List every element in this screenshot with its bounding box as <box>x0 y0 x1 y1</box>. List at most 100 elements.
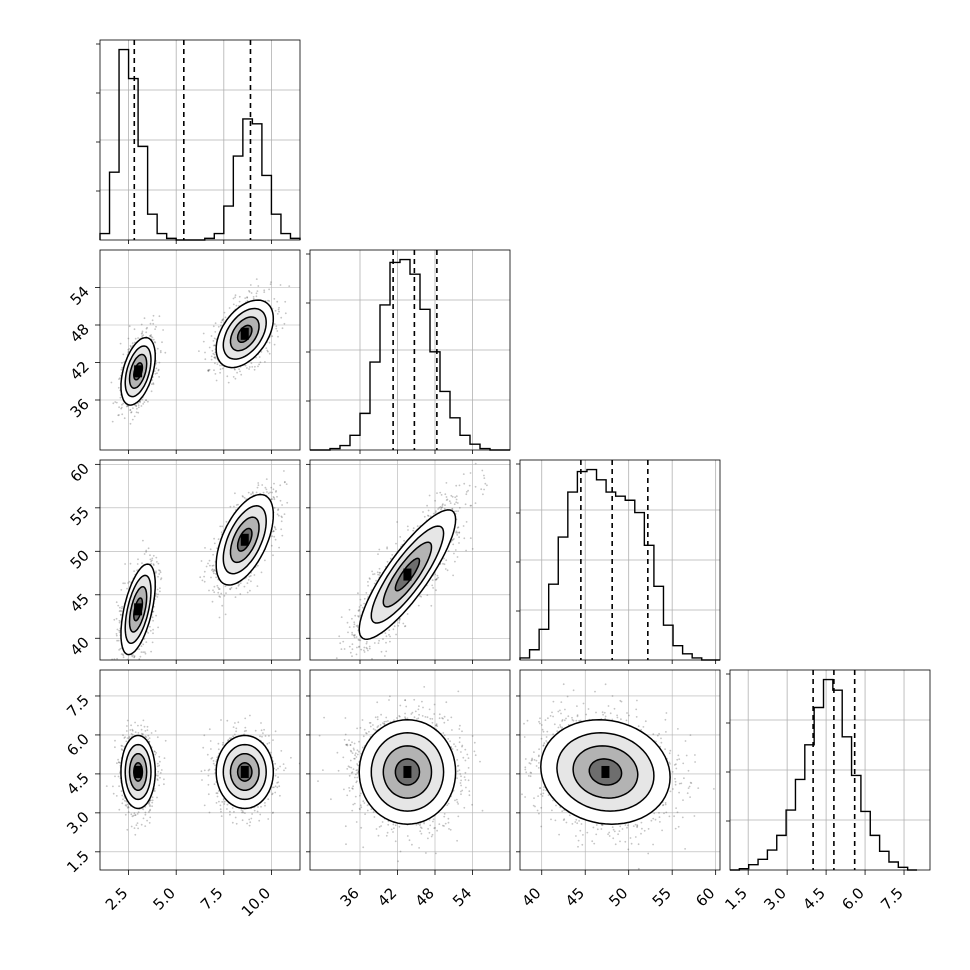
sample-point <box>255 295 258 298</box>
sample-point <box>228 307 231 309</box>
sample-point <box>280 316 283 319</box>
sample-point <box>224 613 227 616</box>
sample-point <box>137 558 139 561</box>
sample-point <box>238 368 241 370</box>
sample-point <box>213 356 216 359</box>
sample-point <box>241 495 244 497</box>
sample-point <box>133 570 136 573</box>
sample-point <box>272 530 275 533</box>
sample-point <box>214 362 216 365</box>
sample-point <box>152 564 155 566</box>
sample-point <box>451 495 454 498</box>
sample-point <box>235 304 238 307</box>
sample-point <box>217 591 220 594</box>
sample-point <box>223 311 226 314</box>
sample-point <box>276 495 278 498</box>
sample-point <box>215 576 218 579</box>
sample-point <box>248 291 251 293</box>
sample-point <box>251 491 254 493</box>
sample-point <box>442 562 444 565</box>
sample-point <box>125 405 128 408</box>
sample-point <box>267 350 269 353</box>
sample-point <box>119 396 122 399</box>
sample-point <box>134 673 136 675</box>
sample-point <box>126 674 128 676</box>
sample-point <box>444 504 446 506</box>
sample-point <box>155 362 157 365</box>
sample-point <box>130 411 133 413</box>
scatter-panel-2-0 <box>99 459 301 682</box>
sample-point <box>128 580 131 583</box>
sample-point <box>149 322 152 325</box>
sample-point <box>229 588 231 590</box>
sample-point <box>420 595 422 598</box>
histogram-panel-3 <box>726 669 931 871</box>
sample-point <box>224 316 227 319</box>
histogram-step-line <box>519 468 720 661</box>
sample-point <box>267 492 270 495</box>
sample-point <box>271 535 273 538</box>
sample-point <box>256 486 259 489</box>
sample-point <box>222 318 225 320</box>
sample-point <box>211 564 214 567</box>
sample-point <box>269 491 272 494</box>
sample-point <box>131 418 134 421</box>
sample-point <box>208 589 210 592</box>
sample-point <box>213 353 216 356</box>
sample-point <box>247 579 250 581</box>
sample-point <box>150 650 153 653</box>
sample-point <box>155 571 157 574</box>
sample-point <box>274 528 277 531</box>
sample-point <box>278 546 280 549</box>
sample-point <box>272 554 274 557</box>
sample-point <box>214 356 217 359</box>
sample-point <box>198 350 200 352</box>
sample-point <box>157 562 160 565</box>
sample-point <box>158 569 160 572</box>
sample-point <box>250 493 253 496</box>
panel-frame <box>519 459 721 661</box>
sample-point <box>137 411 140 414</box>
sample-point <box>159 350 162 352</box>
sample-point <box>277 509 279 511</box>
sample-point <box>284 481 286 483</box>
sample-point <box>123 680 125 682</box>
sample-point <box>281 504 283 506</box>
sample-point <box>145 327 148 330</box>
sample-point <box>157 368 160 371</box>
sample-point <box>255 491 258 494</box>
sample-point <box>136 569 139 572</box>
sample-point <box>270 486 273 489</box>
sample-point <box>217 586 220 589</box>
sample-point <box>118 619 121 622</box>
sample-point <box>145 641 148 643</box>
sample-point <box>270 498 273 501</box>
sample-point <box>234 294 237 297</box>
histogram-step-line <box>99 48 301 241</box>
sample-point <box>129 562 132 565</box>
sample-point <box>129 409 132 411</box>
sample-point <box>156 596 159 598</box>
panel-content <box>100 250 300 450</box>
sample-point <box>219 364 221 367</box>
sample-point <box>213 591 216 594</box>
sample-point <box>273 525 276 528</box>
sample-point <box>363 602 366 605</box>
sample-point <box>139 401 141 404</box>
sample-point <box>273 507 276 509</box>
sample-point <box>346 621 349 624</box>
sample-point <box>393 625 396 628</box>
sample-point <box>131 342 134 345</box>
sample-point <box>209 548 212 551</box>
sample-point <box>152 563 155 566</box>
sample-point <box>120 610 123 613</box>
sample-point <box>207 369 210 372</box>
sample-point <box>120 589 123 591</box>
sample-point <box>124 582 126 585</box>
panel-frame <box>309 249 511 451</box>
sample-point <box>217 325 220 328</box>
sample-point <box>210 358 213 361</box>
sample-point <box>219 525 222 528</box>
sample-point <box>353 634 355 636</box>
